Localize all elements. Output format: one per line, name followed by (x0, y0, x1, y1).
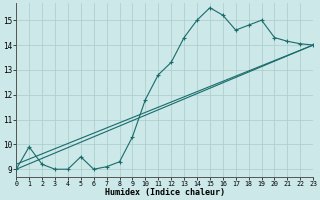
X-axis label: Humidex (Indice chaleur): Humidex (Indice chaleur) (105, 188, 225, 197)
